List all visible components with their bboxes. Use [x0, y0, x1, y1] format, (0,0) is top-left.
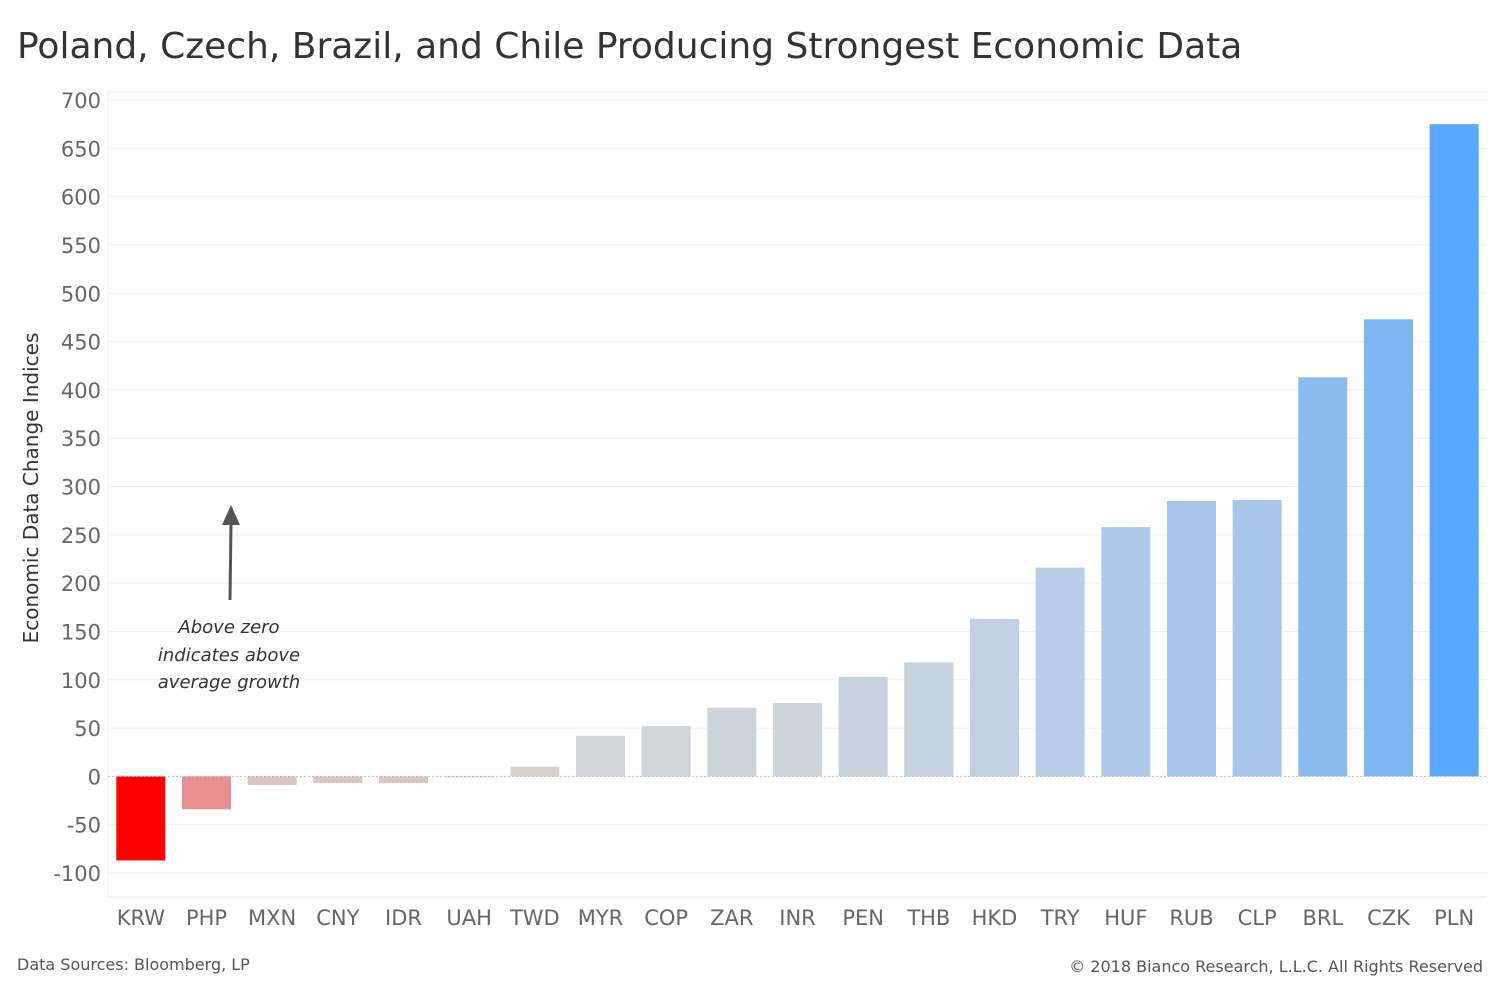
y-tick-label: 500: [61, 282, 101, 306]
y-tick-label: 100: [61, 669, 101, 693]
bar-pln: [1429, 124, 1479, 777]
y-tick-label: 0: [88, 765, 101, 789]
x-tick-label: TRY: [1040, 906, 1080, 930]
annotation: Above zero indicates above average growt…: [158, 505, 300, 693]
x-tick-label: MXN: [248, 906, 296, 930]
bar-hkd: [970, 618, 1019, 777]
y-tick-label: 50: [74, 717, 101, 741]
chart-title: Poland, Czech, Brazil, and Chile Produci…: [17, 26, 1243, 67]
bar-pen: [838, 676, 888, 777]
bar-czk: [1364, 319, 1413, 777]
y-tick-label: 300: [61, 476, 101, 500]
y-tick-label: -50: [67, 814, 101, 838]
x-tick-label: IDR: [385, 906, 422, 930]
annotation-line-1: Above zero: [177, 617, 279, 638]
x-tick-label: UAH: [446, 906, 492, 930]
x-axis-categories: KRW PHP MXN CNY IDR UAH TWD MYR COP ZAR INR PEN THB H…: [117, 906, 1475, 930]
x-tick-label: KRW: [117, 906, 166, 930]
y-tick-label: -100: [53, 862, 101, 886]
x-tick-label: CLP: [1238, 906, 1277, 930]
y-tick-label: 150: [61, 620, 101, 644]
x-tick-label: HUF: [1104, 906, 1147, 930]
x-tick-label: TWD: [509, 906, 560, 930]
bar-huf: [1101, 527, 1151, 777]
y-axis-label: Economic Data Change Indices: [19, 333, 43, 644]
bar-krw: [116, 776, 166, 861]
x-tick-label: CZK: [1367, 906, 1411, 930]
x-tick-label: RUB: [1169, 906, 1213, 930]
y-tick-label: 650: [61, 137, 101, 161]
bars: [116, 124, 1479, 861]
x-tick-label: COP: [644, 906, 688, 930]
x-tick-label: INR: [779, 906, 816, 930]
bar-thb: [904, 662, 954, 777]
x-tick-label: CNY: [316, 906, 359, 930]
x-tick-label: HKD: [972, 906, 1018, 930]
x-tick-label: PLN: [1434, 906, 1474, 930]
x-tick-label: MYR: [578, 906, 624, 930]
annotation-line-3: average growth: [158, 672, 300, 693]
bar-twd: [510, 766, 560, 777]
x-tick-label: ZAR: [710, 906, 753, 930]
y-axis-ticks: -100 -50 0 50 100 150 200 250 300 350 400 450 500 550…: [53, 89, 101, 886]
y-tick-label: 600: [61, 186, 101, 210]
gridlines: [107, 91, 1487, 898]
bar-inr: [773, 702, 822, 777]
bar-myr: [576, 735, 625, 777]
y-tick-label: 250: [61, 524, 101, 548]
annotation-arrow-shaft: [228, 521, 233, 601]
bar-cop: [641, 726, 691, 777]
y-tick-label: 700: [61, 89, 101, 113]
x-tick-label: PEN: [842, 906, 884, 930]
bar-brl: [1298, 377, 1348, 777]
x-tick-label: PHP: [186, 906, 227, 930]
y-tick-label: 350: [61, 427, 101, 451]
bar-clp: [1232, 500, 1282, 777]
bar-try: [1035, 567, 1085, 777]
bar-zar: [707, 707, 757, 777]
y-tick-label: 400: [61, 379, 101, 403]
y-tick-label: 550: [61, 234, 101, 258]
annotation-line-2: indicates above: [158, 645, 300, 666]
copyright-note: © 2018 Bianco Research, L.L.C. All Right…: [1069, 957, 1483, 976]
y-tick-label: 200: [61, 572, 101, 596]
data-source-note: Data Sources: Bloomberg, LP: [17, 955, 250, 974]
x-tick-label: THB: [906, 906, 950, 930]
bar-php: [182, 776, 231, 810]
bar-rub: [1167, 500, 1216, 777]
annotation-arrow-head: [222, 505, 240, 525]
bar-idr: [379, 776, 428, 784]
bar-mxn: [247, 776, 297, 786]
bar-cny: [313, 776, 363, 784]
x-tick-label: BRL: [1302, 906, 1343, 930]
y-tick-label: 450: [61, 331, 101, 355]
